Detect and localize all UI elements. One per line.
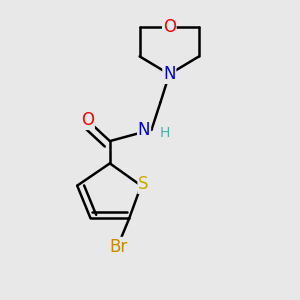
Text: S: S [138, 175, 149, 193]
Text: Br: Br [110, 238, 128, 256]
Text: N: N [138, 121, 150, 139]
Text: O: O [163, 18, 176, 36]
Text: N: N [163, 65, 176, 83]
Text: H: H [160, 126, 170, 140]
Text: O: O [81, 111, 94, 129]
